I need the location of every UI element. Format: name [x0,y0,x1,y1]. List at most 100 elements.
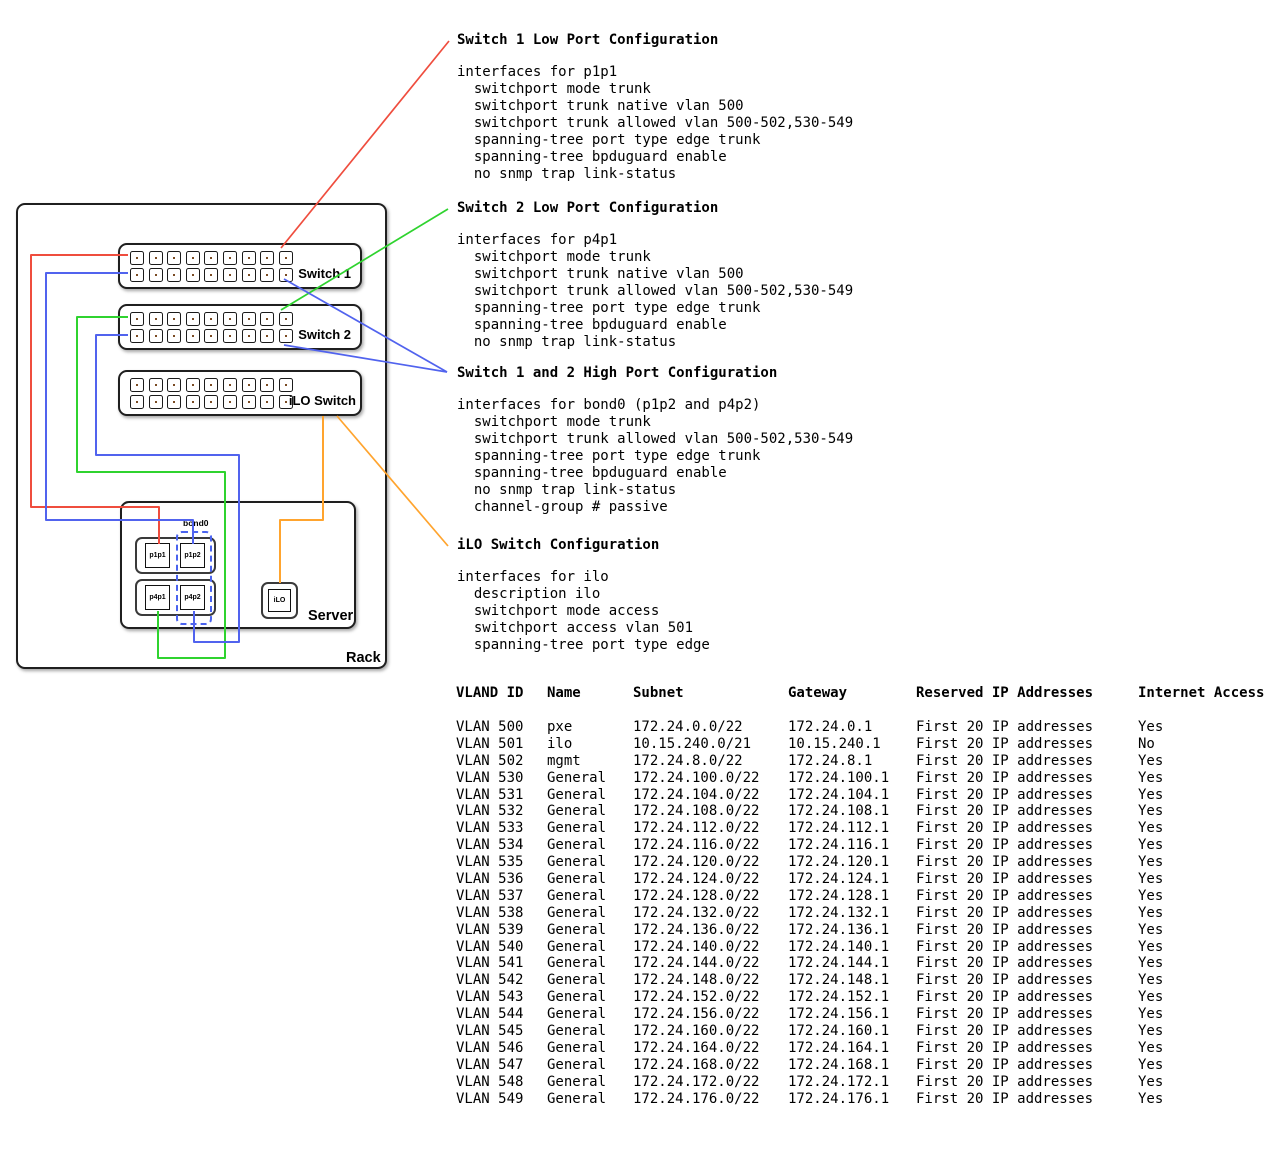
vlan-cell: 172.24.156.0/22 [633,1006,760,1023]
switch-port [278,395,293,409]
switch-port [222,395,237,409]
switch-port [278,268,293,282]
vlan-cell: 172.24.152.0/22 [633,989,760,1006]
vlan-cell: Yes [1138,1056,1164,1073]
nic-p4p1: p4p1 [145,585,170,610]
config-title-switch2-low: Switch 2 Low Port Configuration [457,200,719,216]
switch-port [222,378,237,392]
vlan-cell: First 20 IP addresses [916,786,1094,803]
vlan-cell: 172.24.164.1 [788,1039,890,1056]
switch-port [204,268,219,282]
switch2-label: Switch 2 [298,327,351,342]
config-title-ilo-switch: iLO Switch Configuration [457,537,660,553]
vlan-cell: First 20 IP addresses [916,719,1094,735]
switch-port [260,268,275,282]
vlan-cell: General [547,904,607,921]
vlan-cell: VLAN 548 [456,1073,524,1090]
vlan-cell: Yes [1138,921,1164,938]
vlan-cell: VLAN 545 [456,1023,524,1040]
vlan-cell: General [547,1056,607,1073]
ilo-nic-group [261,582,298,619]
vlan-cell: General [547,837,607,854]
vlan-cell: 172.24.8.1 [788,752,873,769]
vlan-cell: 172.24.144.0/22 [633,955,760,972]
config-body-high-port: interfaces for bond0 (p1p2 and p4p2) swi… [457,397,854,515]
switch-port [185,312,200,326]
switch2-port-row-2 [130,329,293,343]
vlan-cell: Yes [1138,752,1164,769]
vlan-header-gateway: Gateway [788,685,848,701]
switch1-box: Switch 1 [118,243,362,289]
vlan-cell: Yes [1138,820,1164,837]
switch-port [148,312,163,326]
vlan-cell: Yes [1138,803,1164,820]
vlan-cell: 172.24.108.0/22 [633,803,760,820]
vlan-cell: 172.24.136.0/22 [633,921,760,938]
vlan-cell: First 20 IP addresses [916,1056,1094,1073]
switch-port [204,395,219,409]
vlan-cell: 172.24.160.1 [788,1023,890,1040]
switch-port [278,329,293,343]
switch-port [278,378,293,392]
switch-port [148,251,163,265]
vlan-cell: VLAN 541 [456,955,524,972]
vlan-cell: General [547,1006,607,1023]
switch-port [222,329,237,343]
switch-port [278,312,293,326]
vlan-cell: VLAN 543 [456,989,524,1006]
vlan-cell: First 20 IP addresses [916,803,1094,820]
switch-port [185,395,200,409]
vlan-cell: VLAN 537 [456,887,524,904]
switch-port [241,329,256,343]
switch2-port-row-1 [130,312,293,326]
vlan-cell: VLAN 547 [456,1056,524,1073]
vlan-header-internet: Internet Access [1138,685,1265,701]
switch-port [260,395,275,409]
vlan-cell: 172.24.152.1 [788,989,890,1006]
vlan-cell: First 20 IP addresses [916,989,1094,1006]
vlan-cell: 172.24.8.0/22 [633,752,743,769]
vlan-cell: VLAN 535 [456,854,524,871]
vlan-cell: General [547,921,607,938]
vlan-cell: General [547,769,607,786]
vlan-cell: 10.15.240.0/21 [633,735,752,752]
switch-port [204,251,219,265]
switch-port [222,251,237,265]
vlan-cell: Yes [1138,972,1164,989]
vlan-cell: First 20 IP addresses [916,1073,1094,1090]
vlan-cell: Yes [1138,1023,1164,1040]
switch-port [241,268,256,282]
vlan-cell: 172.24.120.1 [788,854,890,871]
bond0-dashed-box [176,531,212,625]
vlan-cell: 172.24.100.1 [788,769,890,786]
vlan-cell: 172.24.128.1 [788,887,890,904]
vlan-cell: 172.24.168.1 [788,1056,890,1073]
vlan-cell: 172.24.104.1 [788,786,890,803]
vlan-cell: General [547,1023,607,1040]
switch-port [241,251,256,265]
vlan-cell: First 20 IP addresses [916,1006,1094,1023]
vlan-cell: 172.24.104.0/22 [633,786,760,803]
vlan-cell: 172.24.116.1 [788,837,890,854]
switch-port [167,268,182,282]
switch-port [278,251,293,265]
vlan-cell: 172.24.148.1 [788,972,890,989]
vlan-cell: VLAN 549 [456,1090,524,1107]
vlan-cell: VLAN 530 [456,769,524,786]
vlan-cell: 172.24.176.0/22 [633,1090,760,1107]
switch-port [130,329,144,343]
switch1-port-row-1 [130,251,293,265]
switch-port [148,329,163,343]
switch-port [130,395,144,409]
switch-port [222,312,237,326]
vlan-cell: General [547,803,607,820]
ilo-switch-port-row-1 [130,378,293,392]
switch-port [130,268,144,282]
vlan-cell: Yes [1138,1006,1164,1023]
ilo-switch-label: iLO Switch [288,393,356,408]
vlan-cell: Yes [1138,1073,1164,1090]
vlan-cell: 10.15.240.1 [788,735,881,752]
switch-port [148,395,163,409]
vlan-cell: First 20 IP addresses [916,837,1094,854]
vlan-cell: General [547,786,607,803]
